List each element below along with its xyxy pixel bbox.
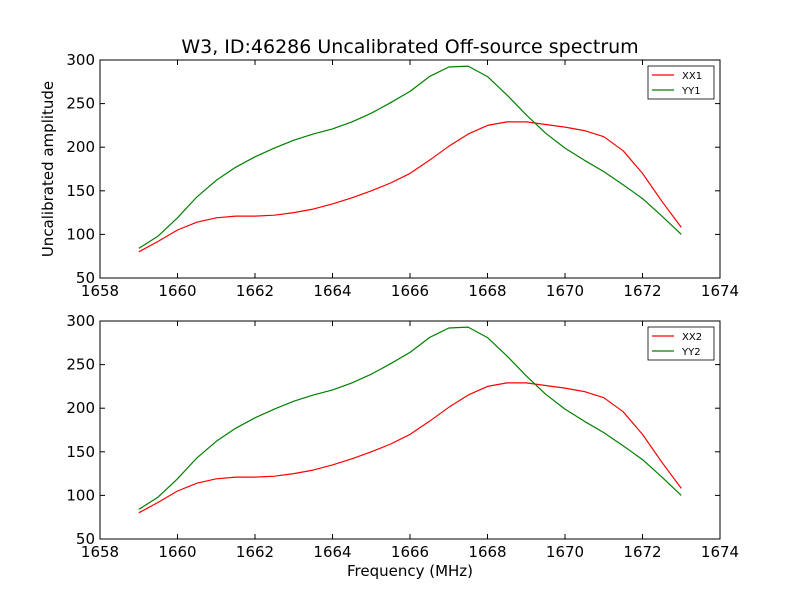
legend-box — [647, 65, 715, 100]
x-tick-label: 1660 — [158, 543, 196, 561]
x-tick-label: 1674 — [701, 282, 739, 300]
y-tick-label: 150 — [66, 443, 95, 461]
legend-label-xx2: XX2 — [682, 332, 702, 343]
x-axis-label: Frequency (MHz) — [347, 562, 473, 580]
series-line-yy1 — [138, 65, 682, 249]
x-tick-label: 1658 — [81, 543, 119, 561]
legend-label-xx1: XX1 — [682, 71, 702, 82]
x-tick-label: 1668 — [468, 543, 506, 561]
y-tick-label: 300 — [66, 51, 95, 69]
x-tick-label: 1668 — [468, 282, 506, 300]
x-tick-label: 1664 — [313, 543, 351, 561]
y-tick-label: 50 — [76, 269, 95, 287]
y-tick-label: 300 — [66, 312, 95, 330]
y-axis-label: Uncalibrated amplitude — [39, 81, 57, 257]
chart-panel-1: 1658 1660 1662 1664 1666 1668 1670 1672 1674 50 10… — [39, 51, 739, 300]
x-tick-label: 1658 — [81, 282, 119, 300]
y-tick-label: 200 — [66, 138, 95, 156]
x-tick-label: 1672 — [623, 543, 661, 561]
y-tick-label: 250 — [66, 95, 95, 113]
legend-box — [647, 326, 715, 361]
y-tick-label: 250 — [66, 356, 95, 374]
chart-panel-2: 1658 1660 1662 1664 1666 1668 1670 1672 1674 50 10… — [66, 312, 739, 580]
x-tick-label: 1672 — [623, 282, 661, 300]
x-tick-label: 1670 — [546, 543, 584, 561]
x-tick-label: 1666 — [391, 282, 429, 300]
y-tick-label: 50 — [76, 530, 95, 548]
series-line-yy2 — [138, 326, 682, 510]
chart-panels: 1658 1660 1662 1664 1666 1668 1670 1672 1674 50 10… — [39, 51, 739, 580]
y-tick-label: 100 — [66, 486, 95, 504]
legend-label-yy2: YY2 — [681, 347, 701, 358]
y-tick-label: 200 — [66, 399, 95, 417]
x-tick-label: 1662 — [236, 543, 274, 561]
x-tick-label: 1674 — [701, 543, 739, 561]
x-tick-label: 1670 — [546, 282, 584, 300]
x-tick-label: 1666 — [391, 543, 429, 561]
series-line-xx1 — [138, 121, 682, 253]
legend-label-yy1: YY1 — [681, 86, 701, 97]
x-tick-label: 1664 — [313, 282, 351, 300]
y-tick-label: 100 — [66, 225, 95, 243]
x-tick-label: 1662 — [236, 282, 274, 300]
x-tick-label: 1660 — [158, 282, 196, 300]
chart-title: W3, ID:46286 Uncalibrated Off-source spe… — [181, 36, 638, 58]
series-line-xx2 — [138, 382, 682, 514]
y-tick-label: 150 — [66, 182, 95, 200]
